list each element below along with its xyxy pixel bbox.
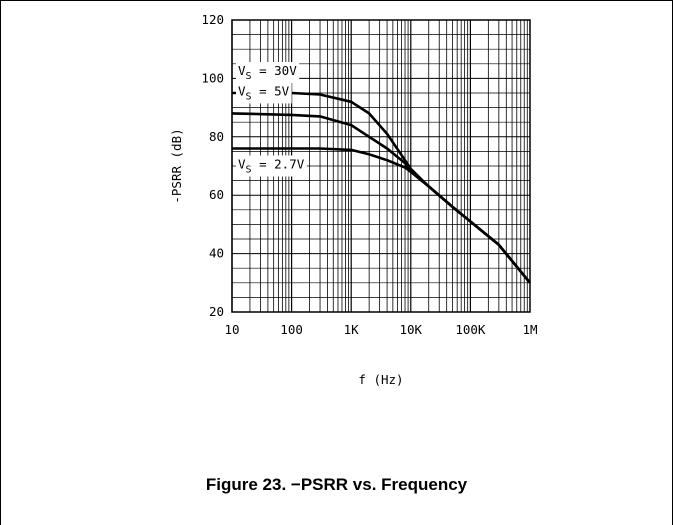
y-tick-label: 100 [201, 70, 224, 85]
x-axis-label: f (Hz) [358, 372, 403, 387]
x-tick-label: 1M [522, 322, 537, 337]
x-tick-label: 10 [224, 322, 239, 337]
series-label-main: V [238, 156, 246, 171]
series-label-rest: = 5V [252, 83, 290, 98]
series-label-text-1: VS = 5V [238, 83, 290, 102]
series-label-2: VS = 2.7V [236, 155, 307, 177]
x-tick-label: 100 [280, 322, 303, 337]
series-line-0 [232, 91, 532, 284]
frame-left-border [0, 0, 1, 525]
series-label-main: V [238, 83, 246, 98]
y-axis-label: -PSRR (dB) [169, 128, 184, 203]
series-label-rest: = 30V [252, 63, 298, 78]
y-tick-label: 80 [209, 129, 224, 144]
plot-frame [231, 19, 531, 313]
series-label-1: VS = 5V [236, 82, 292, 104]
y-tick-label: 20 [209, 304, 224, 319]
y-tick-label: 60 [209, 187, 224, 202]
series-label-text-2: VS = 2.7V [238, 156, 305, 175]
series-label-main: V [238, 63, 246, 78]
series-label-sub: S [246, 71, 252, 82]
series-label-0: VS = 30V [236, 62, 300, 83]
x-tick-label: 1K [344, 322, 360, 337]
figure-caption: Figure 23. −PSRR vs. Frequency [205, 475, 468, 494]
y-tick-label: 120 [201, 12, 224, 27]
series-label-rest: = 2.7V [252, 156, 305, 171]
tick-labels: 10 100 1K 10K 100K 1M 20 40 60 80 100 120 [201, 12, 537, 337]
x-tick-label: 100K [455, 322, 486, 337]
series-label-background [236, 155, 307, 177]
frame-top-border [0, 0, 673, 1]
series-label-sub: S [246, 91, 252, 102]
series-label-text-0: VS = 30V [238, 63, 297, 82]
series-label-background [236, 82, 292, 104]
y-tick-label: 40 [209, 246, 224, 261]
series-line-2 [232, 147, 532, 284]
series-label-sub: S [246, 164, 252, 175]
series-label-background [236, 62, 300, 83]
x-tick-label: 10K [400, 322, 423, 337]
series-lines [231, 91, 532, 284]
series-line-1 [231, 112, 532, 284]
